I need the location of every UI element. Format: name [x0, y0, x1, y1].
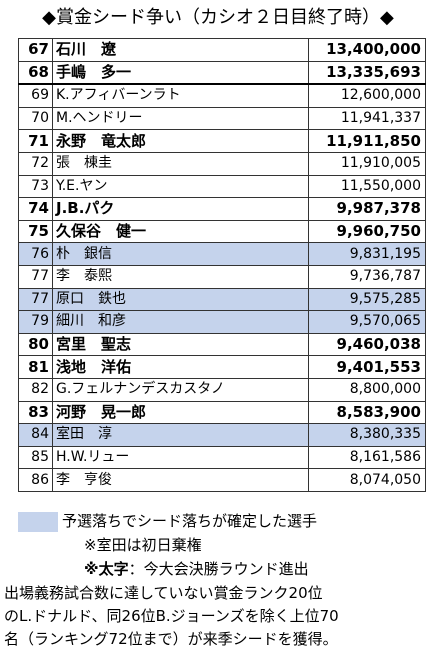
rank-cell: 76 — [18, 242, 53, 266]
note-murota: ※室田は初日棄権 — [84, 536, 202, 554]
money-cell: 13,335,693 — [308, 60, 426, 86]
money-cell: 9,987,378 — [308, 197, 426, 221]
rank-cell: 79 — [18, 310, 53, 334]
money-cell: 8,800,000 — [308, 377, 426, 402]
table-row: 77 李 泰熙 9,736,787 — [18, 264, 426, 289]
name-cell: 李 泰熙 — [52, 264, 309, 289]
page-title: ◆賞金シード争い（カシオ２日目終了時）◆ — [42, 7, 394, 28]
money-cell: 8,583,900 — [308, 400, 426, 425]
name-cell: 李 亨俊 — [52, 468, 309, 492]
money-cell: 9,401,553 — [308, 355, 426, 379]
name-cell: 朴 銀信 — [52, 242, 309, 266]
name-cell: 原口 鉄也 — [52, 287, 309, 312]
table-row: 84 室田 淳 8,380,335 — [18, 423, 426, 447]
rank-cell: 72 — [18, 151, 53, 176]
name-cell: 細川 和彦 — [52, 310, 309, 334]
table-row: 71 永野 竜太郎 11,911,850 — [18, 129, 426, 153]
table-row: 77 原口 鉄也 9,575,285 — [18, 287, 426, 312]
note-bold-prefix: ※太字 — [84, 560, 129, 578]
name-cell: 永野 竜太郎 — [52, 129, 309, 153]
name-cell: 河野 晃一郎 — [52, 400, 309, 425]
name-cell: Y.E.ヤン — [52, 174, 309, 199]
rank-cell: 67 — [18, 38, 53, 62]
rank-cell: 86 — [18, 468, 53, 492]
rank-cell: 82 — [18, 377, 53, 402]
rank-cell: 75 — [18, 219, 53, 244]
rank-cell: 68 — [18, 60, 53, 86]
rank-cell: 81 — [18, 355, 53, 379]
table-row: 74 J.B.パク 9,987,378 — [18, 197, 426, 221]
name-cell: J.B.パク — [52, 197, 309, 221]
rank-cell: 85 — [18, 445, 53, 470]
legend-swatch-blue — [18, 512, 58, 532]
footer-line-3: 名（ランキング72位まで）が来季シードを獲得。 — [4, 630, 338, 648]
rank-cell: 83 — [18, 400, 53, 425]
footer-line-1: 出場義務試合数に達していない賞金ランク20位 — [4, 584, 323, 602]
money-cell: 9,570,065 — [308, 310, 426, 334]
money-cell: 9,960,750 — [308, 219, 426, 244]
rank-cell: 73 — [18, 174, 53, 199]
table-row: 68 手嶋 多一 13,335,693 — [18, 60, 426, 86]
money-cell: 13,400,000 — [308, 38, 426, 62]
table-row: 75 久保谷 健一 9,960,750 — [18, 219, 426, 244]
name-cell: 浅地 洋佑 — [52, 355, 309, 379]
rank-cell: 77 — [18, 264, 53, 289]
name-cell: H.W.リュー — [52, 445, 309, 470]
footer-line-2: のL.ドナルド、同26位B.ジョーンズを除く上位70 — [4, 607, 339, 625]
name-cell: 石川 遼 — [52, 38, 309, 62]
money-cell: 11,550,000 — [308, 174, 426, 199]
name-cell: K.アフィバーンラト — [52, 83, 309, 108]
table-row: 81 浅地 洋佑 9,401,553 — [18, 355, 426, 379]
table-row: 80 宮里 聖志 9,460,038 — [18, 332, 426, 357]
note-bold: ※太字：今大会決勝ラウンド進出 — [84, 559, 309, 579]
note-bold-label: ：今大会決勝ラウンド進出 — [128, 560, 309, 578]
legend-blue-label: 予選落ちでシード落ちが確定した選手 — [62, 512, 318, 530]
name-cell: 室田 淳 — [52, 423, 309, 447]
table-row: 76 朴 銀信 9,831,195 — [18, 242, 426, 266]
rank-cell: 84 — [18, 423, 53, 447]
table-row: 79 細川 和彦 9,570,065 — [18, 310, 426, 334]
money-cell: 9,736,787 — [308, 264, 426, 289]
name-cell: G.フェルナンデスカスタノ — [52, 377, 309, 402]
money-cell: 12,600,000 — [308, 83, 426, 108]
name-cell: 宮里 聖志 — [52, 332, 309, 357]
rank-cell: 70 — [18, 106, 53, 131]
money-cell: 9,831,195 — [308, 242, 426, 266]
table-row: 86 李 亨俊 8,074,050 — [18, 468, 426, 492]
money-cell: 8,074,050 — [308, 468, 426, 492]
rank-cell: 69 — [18, 83, 53, 108]
ranking-table: 67 石川 遼 13,400,000 68 手嶋 多一 13,335,693 69 K.アフィ… — [18, 38, 426, 492]
table-row: 67 石川 遼 13,400,000 — [18, 38, 426, 62]
table-row: 72 張 棟圭 11,910,005 — [18, 151, 426, 176]
table-row: 85 H.W.リュー 8,161,586 — [18, 445, 426, 470]
money-cell: 11,941,337 — [308, 106, 426, 131]
name-cell: 久保谷 健一 — [52, 219, 309, 244]
money-cell: 9,575,285 — [308, 287, 426, 312]
money-cell: 11,910,005 — [308, 151, 426, 176]
table-row: 83 河野 晃一郎 8,583,900 — [18, 400, 426, 425]
name-cell: M.ヘンドリー — [52, 106, 309, 131]
table-row: 73 Y.E.ヤン 11,550,000 — [18, 174, 426, 199]
name-cell: 手嶋 多一 — [52, 60, 309, 86]
money-cell: 8,380,335 — [308, 423, 426, 447]
money-cell: 8,161,586 — [308, 445, 426, 470]
rank-cell: 77 — [18, 287, 53, 312]
money-cell: 11,911,850 — [308, 129, 426, 153]
table-row: 70 M.ヘンドリー 11,941,337 — [18, 106, 426, 131]
rank-cell: 71 — [18, 129, 53, 153]
money-cell: 9,460,038 — [308, 332, 426, 357]
table-row: 82 G.フェルナンデスカスタノ 8,800,000 — [18, 377, 426, 402]
name-cell: 張 棟圭 — [52, 151, 309, 176]
rank-cell: 74 — [18, 197, 53, 221]
table-row: 69 K.アフィバーンラト 12,600,000 — [18, 83, 426, 108]
rank-cell: 80 — [18, 332, 53, 357]
